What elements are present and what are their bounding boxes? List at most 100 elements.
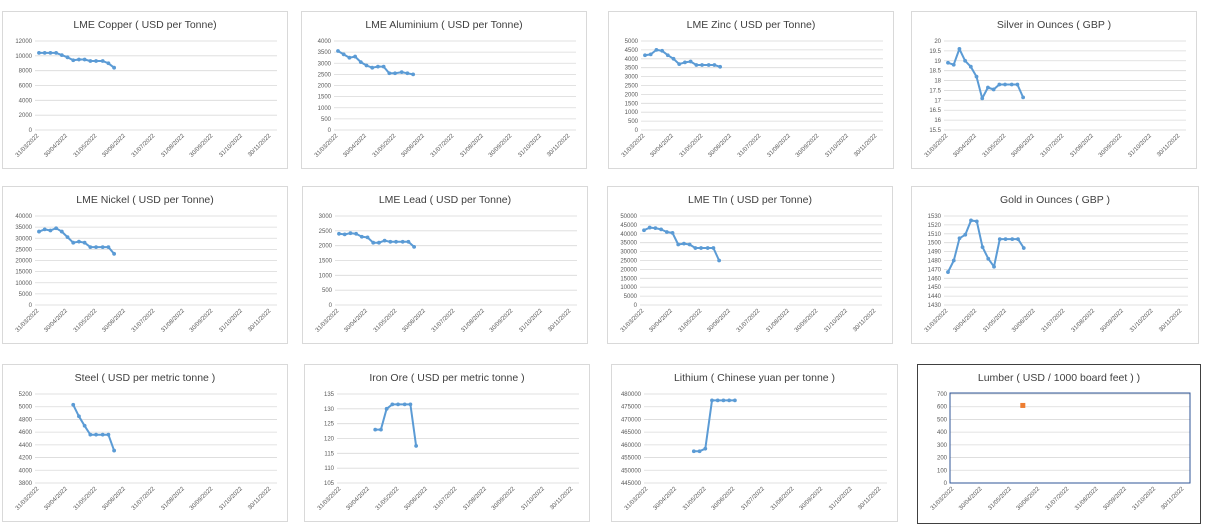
- y-tick-label: 130: [324, 407, 335, 413]
- data-point: [387, 71, 392, 76]
- x-tick-label: 30/06/2022: [101, 308, 127, 334]
- x-tick-label: 31/07/2022: [1045, 486, 1071, 512]
- x-tick-label: 30/04/2022: [345, 486, 371, 512]
- x-tick-label: 31/08/2022: [160, 133, 186, 159]
- y-tick-label: 700: [937, 392, 948, 398]
- data-point: [682, 241, 686, 246]
- y-tick-label: 480000: [621, 392, 642, 398]
- data-point: [721, 398, 726, 403]
- data-point: [390, 402, 395, 407]
- data-point: [997, 237, 1002, 242]
- x-tick-label: 31/03/2022: [315, 308, 341, 334]
- y-tick-label: 400: [937, 430, 948, 436]
- chart-svg: 480000 475000 470000 465000 460000 455000 4500…: [621, 392, 887, 512]
- data-point: [705, 246, 710, 250]
- data-point: [394, 239, 398, 244]
- data-point: [414, 444, 419, 448]
- data-point: [71, 402, 76, 407]
- series-line: [375, 403, 418, 447]
- y-tick-label: 1500: [318, 95, 332, 101]
- data-point: [405, 71, 410, 76]
- chart-title: LME Nickel ( USD per Tonne): [76, 194, 214, 206]
- data-point: [77, 239, 81, 244]
- series-line: [693, 399, 735, 453]
- chart-panel: Gold in Ounces ( GBP ) 1530 1520 1510 1500 14…: [911, 186, 1199, 344]
- data-point: [402, 402, 407, 407]
- x-tick-label: 30/04/2022: [43, 486, 69, 512]
- x-tick-label: 31/05/2022: [682, 486, 708, 512]
- data-point: [951, 258, 956, 263]
- series-line: [643, 226, 721, 261]
- chart-svg: 5000045000400003500030000250002000015000…: [620, 214, 882, 334]
- x-tick-label: 31/07/2022: [1040, 133, 1066, 159]
- y-tick-label: 1490: [928, 250, 942, 256]
- y-tick-label: 15.5: [929, 128, 941, 134]
- x-tick-label: 31/07/2022: [736, 308, 762, 334]
- data-point: [336, 49, 340, 53]
- y-tick-label: 3500: [625, 66, 639, 72]
- y-tick-label: 4000: [19, 468, 33, 474]
- x-tick-label: 31/08/2022: [160, 308, 186, 334]
- x-tick-label: 30/04/2022: [342, 133, 368, 159]
- chart-svg: 1530 1520 1510 1500 1490 1480 1470 1460 1450 1440…: [924, 214, 1188, 334]
- y-tick-label: 30000: [620, 250, 637, 256]
- x-tick-label: 31/03/2022: [624, 486, 650, 512]
- x-tick-label: 30/09/2022: [489, 308, 515, 334]
- x-tick-label: 30/09/2022: [189, 486, 215, 512]
- data-point: [717, 258, 722, 263]
- x-tick-label: 30/04/2022: [43, 133, 69, 159]
- y-tick-label: 500: [937, 417, 948, 423]
- series-line: [947, 219, 1025, 273]
- y-tick-label: 4800: [19, 417, 33, 423]
- data-point: [974, 74, 979, 79]
- data-point: [727, 398, 732, 403]
- y-tick-label: 500: [321, 117, 332, 123]
- data-point: [77, 414, 81, 419]
- data-point: [376, 64, 380, 69]
- data-point: [42, 227, 47, 232]
- y-tick-label: 4400: [19, 443, 33, 449]
- x-tick-label: 30/06/2022: [101, 133, 127, 159]
- y-tick-label: 5000: [624, 294, 638, 300]
- y-tick-label: 600: [937, 405, 948, 411]
- x-tick-label: 30/09/2022: [794, 308, 820, 334]
- data-point: [648, 52, 653, 57]
- data-point: [1021, 95, 1026, 100]
- data-point: [396, 402, 400, 407]
- y-tick-label: 1430: [928, 303, 942, 309]
- data-point: [997, 82, 1002, 87]
- x-tick-label: 30/09/2022: [1099, 308, 1125, 334]
- y-tick-label: 300: [937, 443, 948, 449]
- chart-panel: Silver in Ounces ( GBP ) 20 19.5 19 18.5 18 17…: [911, 11, 1197, 169]
- data-point: [718, 64, 723, 69]
- y-tick-label: 465000: [621, 430, 642, 436]
- y-tick-label: 6000: [19, 84, 33, 90]
- data-point: [703, 446, 708, 451]
- x-tick-label: 31/08/2022: [160, 486, 186, 512]
- data-point: [664, 230, 669, 234]
- y-tick-label: 3000: [319, 214, 333, 220]
- data-point: [992, 264, 996, 269]
- x-tick-label: 31/07/2022: [737, 133, 763, 159]
- x-tick-label: 31/10/2022: [823, 308, 849, 334]
- y-tick-label: 18: [934, 79, 941, 85]
- chart-svg: 5200 5000 4800 4600 4400 4200 4000 380031/03/20…: [15, 392, 277, 512]
- data-point: [991, 87, 996, 92]
- x-tick-label: 30/04/2022: [653, 486, 679, 512]
- data-point: [48, 228, 53, 233]
- chart-svg: 5000450040003500300025002000150010005000…: [621, 39, 883, 159]
- data-point: [986, 85, 990, 90]
- data-point: [359, 234, 364, 239]
- chart-panel: LME Nickel ( USD per Tonne) 40000 35000 300…: [2, 186, 288, 344]
- data-point: [1009, 82, 1014, 87]
- y-tick-label: 8000: [19, 69, 33, 75]
- y-tick-label: 1000: [625, 110, 639, 116]
- y-tick-label: 1500: [928, 241, 942, 247]
- data-point: [986, 256, 991, 261]
- data-point: [71, 240, 76, 245]
- x-tick-label: 30/04/2022: [953, 308, 979, 334]
- x-tick-label: 31/08/2022: [1069, 133, 1095, 159]
- y-tick-label: 1500: [319, 259, 333, 265]
- data-point: [963, 232, 968, 237]
